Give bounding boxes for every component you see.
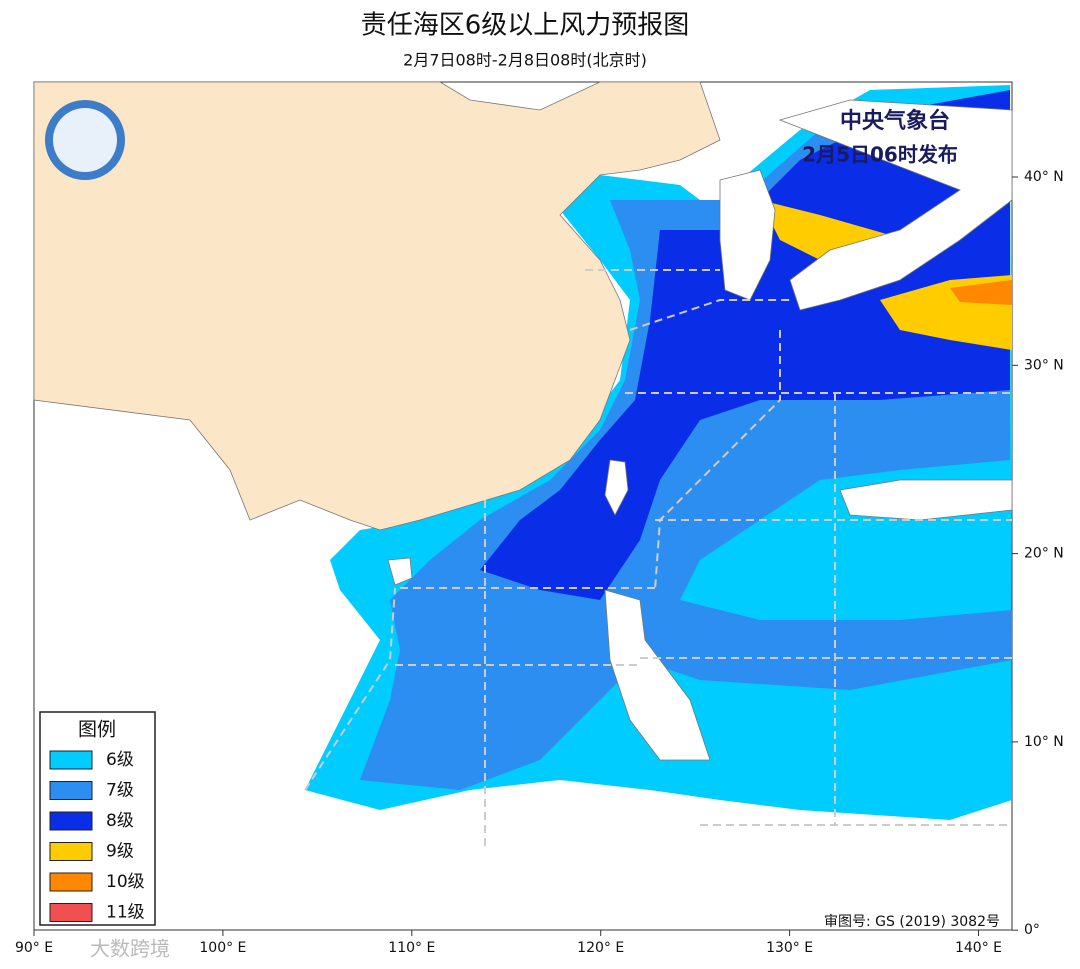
legend: 图例 6级 7级 8级 9级 10级 11级 — [39, 711, 156, 926]
lon-label: 110° E — [388, 940, 435, 956]
sea-boundary — [304, 269, 1012, 850]
legend-label: 10级 — [106, 872, 145, 892]
lon-label: 90° E — [15, 940, 53, 956]
legend-label: 6级 — [106, 750, 134, 770]
review-number: 审图号: GS (2019) 3082号 — [824, 914, 1000, 930]
lon-label: 120° E — [577, 940, 624, 956]
china-land — [33, 81, 721, 531]
other-land — [387, 99, 1013, 761]
legend-label: 11级 — [106, 903, 145, 923]
title: 责任海区6级以上风力预报图 — [361, 11, 690, 41]
lon-label: 130° E — [766, 940, 813, 956]
issuer-time: 2月5日06时发布 — [802, 143, 958, 167]
lat-label: 10° N — [1024, 734, 1064, 750]
lon-label: 140° E — [955, 940, 1002, 956]
legend-label: 9级 — [106, 842, 134, 862]
legend-title: 图例 — [78, 719, 116, 741]
legend-swatch — [49, 872, 93, 892]
lat-label: 0° — [1024, 922, 1040, 938]
map-area: 中央气象台 2月5日06时发布 审图号: GS (2019) 3082号 — [33, 81, 1013, 931]
logo-inner — [53, 108, 117, 172]
legend-swatch — [49, 903, 93, 922]
legend-label: 7级 — [106, 781, 134, 801]
lat-label: 20° N — [1024, 546, 1064, 562]
lon-label: 100° E — [199, 940, 246, 956]
issuer-name: 中央气象台 — [840, 108, 950, 134]
legend-label: 8级 — [106, 811, 134, 831]
lat-label: 40° N — [1024, 169, 1064, 185]
subtitle: 2月7日08时-2月8日08时(北京时) — [403, 51, 647, 70]
legend-swatch — [49, 842, 93, 861]
legend-swatch — [49, 750, 93, 770]
legend-swatch — [49, 781, 93, 800]
legend-swatch — [49, 811, 93, 831]
wind-zone — [950, 280, 1012, 305]
watermark: 大数跨境 — [90, 937, 170, 961]
lat-label: 30° N — [1024, 357, 1064, 373]
